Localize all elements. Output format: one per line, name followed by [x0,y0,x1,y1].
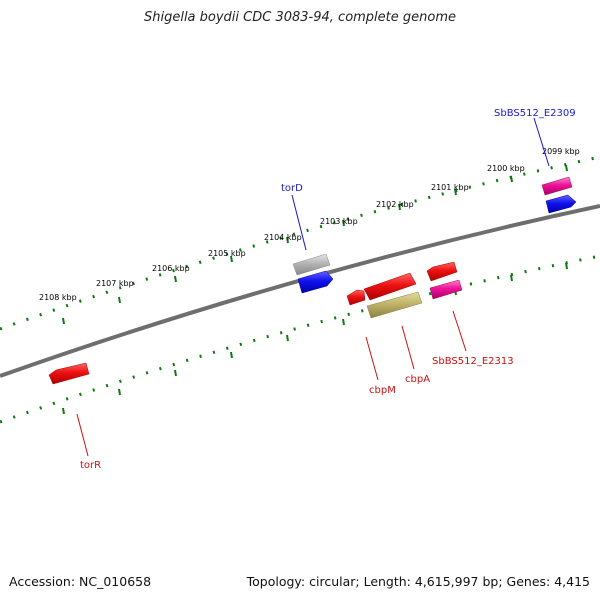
genome-backbone [0,204,600,378]
gene-SbBS512_E2309-features[interactable] [541,176,577,214]
gene-label-cbpM[interactable]: cbpM [369,385,396,396]
gene-label-torR[interactable]: torR [80,460,101,471]
map-title: Shigella boydii CDC 3083-94, complete ge… [143,10,457,25]
outer-major-ticks [62,164,568,325]
gene-arrow-red-cbpA[interactable] [363,272,417,301]
genome-summary-text: Topology: circular; Length: 4,615,997 bp… [246,574,590,589]
gene-label-SbBS512_E2313[interactable]: SbBS512_E2313 [432,356,514,367]
gene-arrow-magenta[interactable] [541,176,573,196]
gene-arrow-red-small[interactable] [346,289,366,306]
kbp-label: 2102 kbp [376,200,414,209]
gene-torR-features[interactable] [48,362,90,385]
gene-cluster-cbp[interactable] [346,261,463,319]
gene-arrow-blue[interactable] [545,194,577,214]
gene-arrow-blue[interactable] [297,270,334,294]
accession-text: Accession: NC_010658 [9,574,152,589]
kbp-label: 2105 kbp [208,249,246,258]
gene-label-SbBS512_E2309[interactable]: SbBS512_E2309 [494,108,576,119]
leader-lines [76,117,550,457]
gene-arrow-magenta[interactable] [429,279,463,300]
kbp-label: 2103 kbp [320,217,358,226]
kbp-label: 2099 kbp [542,147,580,156]
kbp-label: 2106 kbp [152,264,190,273]
gene-arrow-red[interactable] [48,362,90,385]
kbp-label: 2108 kbp [39,293,77,302]
gene-label-cbpA[interactable]: cbpA [405,374,430,385]
kbp-labels: 2099 kbp 2100 kbp 2101 kbp 2102 kbp 2103… [39,147,580,302]
kbp-label: 2104 kbp [264,233,302,242]
gene-torD-features[interactable] [292,253,334,294]
kbp-label: 2101 kbp [431,183,469,192]
gene-arrow-olive-cbpM[interactable] [366,291,423,319]
gene-label-torD[interactable]: torD [281,183,303,194]
gene-arrow-gray[interactable] [292,253,331,276]
gene-labels: SbBS512_E2309 torD torR cbpM cbpA SbBS51… [80,108,576,471]
kbp-label: 2100 kbp [487,164,525,173]
kbp-label: 2107 kbp [96,279,134,288]
gene-arrow-red-right[interactable] [426,261,458,282]
